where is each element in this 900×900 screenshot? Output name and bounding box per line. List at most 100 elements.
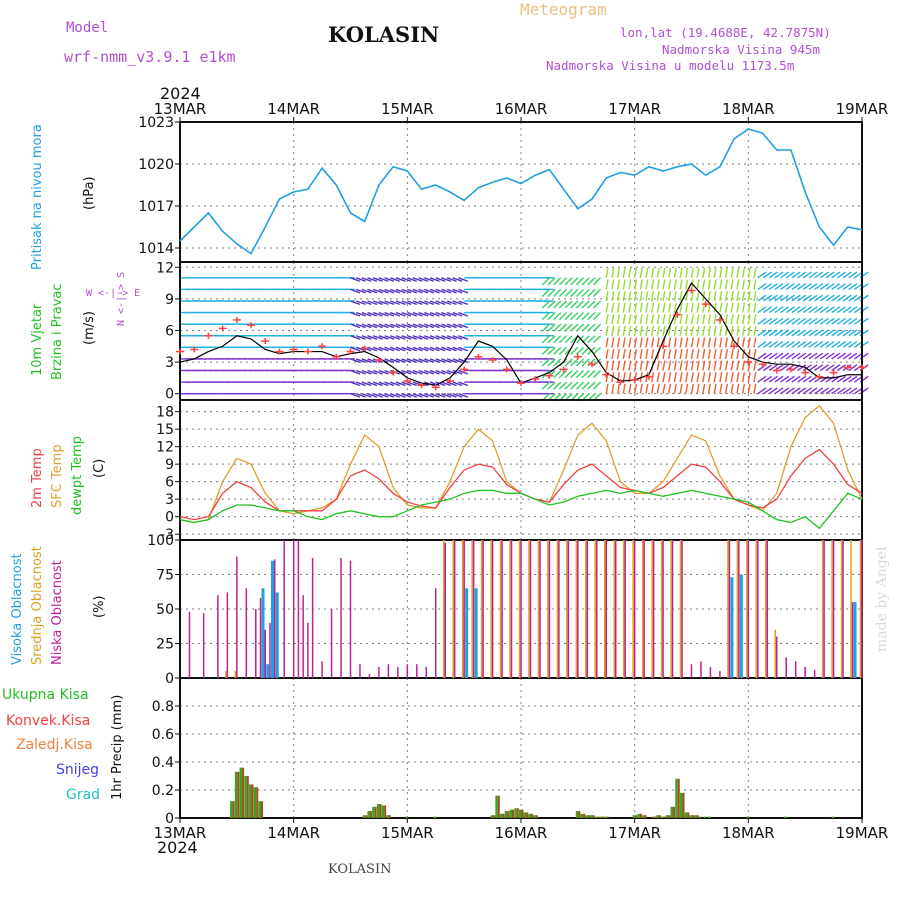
wind-arrow (819, 271, 829, 279)
wind-arrow (797, 352, 807, 360)
wind-arrow (390, 381, 400, 387)
wind-arrow (753, 302, 757, 313)
wind-arrow (458, 358, 469, 363)
wind-arrow (696, 279, 700, 290)
wind-arrow (424, 323, 435, 329)
wind-arrow (741, 383, 746, 394)
wind-arrow (791, 352, 801, 360)
total-precip-bar (239, 767, 243, 818)
conv-precip-bar (379, 804, 382, 818)
conv-precip-bar (644, 815, 647, 818)
wind-arrow (570, 300, 579, 309)
wind-arrow (412, 358, 423, 363)
total-precip-bar (708, 816, 711, 818)
conv-precip-bar (602, 816, 605, 818)
wind-arrow (429, 369, 440, 375)
wind-arrow (350, 346, 361, 352)
wind-arrow (605, 348, 609, 360)
wind-arrow (774, 294, 784, 302)
x-tick-label-top: 13MAR (154, 100, 207, 118)
wind-arrow (401, 358, 412, 363)
wind-arrow (633, 337, 638, 348)
wind-arrow (395, 311, 406, 317)
x-tick-label-top: 15MAR (381, 100, 434, 118)
wind-arrow (435, 300, 446, 306)
wind-arrow (808, 341, 818, 348)
wind-arrow (645, 314, 649, 325)
wind-arrow (719, 267, 723, 278)
wind-arrow (558, 323, 567, 332)
conv-precip-bar (374, 806, 377, 818)
wind-arrow (424, 277, 435, 282)
total-precip-bar (509, 809, 513, 818)
wind-arrow (446, 346, 457, 352)
wind-arrow (390, 393, 400, 398)
total-precip-bar (637, 813, 640, 818)
wind-arrow (350, 288, 361, 294)
wind-arrow (395, 393, 406, 398)
wind-arrow (435, 393, 446, 398)
wind-arrow (378, 335, 389, 340)
wind-arrow (395, 335, 406, 340)
wind-arrow (367, 323, 378, 329)
total-precip-bar (386, 815, 389, 818)
wind-arrow (713, 267, 717, 278)
wind-arrow (747, 279, 751, 290)
wind-arrow (452, 277, 463, 282)
total-precip-bar (656, 815, 659, 818)
wind-arrow (747, 267, 751, 278)
wind-arrow (685, 337, 689, 348)
wind-arrow (611, 291, 615, 302)
total-precip-bar (665, 815, 669, 818)
wind-arrow (736, 314, 740, 325)
precip-snow-label: Snijeg (56, 762, 100, 778)
wind-arrow (390, 346, 400, 352)
wind-arrow (814, 283, 824, 290)
wind-arrow (763, 364, 773, 372)
conv-precip-bar (237, 771, 240, 818)
y-tick-label: 0 (165, 387, 174, 403)
wind-arrow (435, 277, 446, 282)
wind-arrow (593, 277, 602, 286)
wind-arrow (587, 288, 596, 297)
conv-precip-bar (682, 792, 685, 818)
wind-arrow (763, 306, 773, 314)
wind-arrow (429, 277, 440, 282)
wind-arrow (690, 302, 694, 313)
wind-arrow (825, 317, 835, 325)
wind-arrow (435, 369, 446, 375)
wind-arrow (768, 387, 778, 395)
wind-arrow (355, 335, 366, 340)
wind-arrow (842, 294, 852, 302)
wind-arrow (656, 314, 660, 325)
wind-arrow (747, 372, 751, 383)
wind-arrow (780, 375, 790, 383)
wind-arrow (814, 352, 824, 360)
wind-arrow (639, 325, 643, 336)
wind-arrow (441, 381, 452, 387)
wind-arrow (587, 300, 596, 309)
wind-arrow (441, 393, 452, 398)
wind-arrow (367, 358, 378, 363)
wind-arrow (355, 381, 366, 387)
wind-arrow (848, 341, 858, 348)
wind-arrow (690, 372, 694, 383)
wind-arrow (808, 329, 818, 337)
wind-arrow (736, 348, 740, 360)
wind-arrow (791, 341, 801, 348)
wind-arrow (547, 312, 556, 321)
wind-arrow (797, 341, 807, 348)
wind-arrow (611, 348, 615, 360)
wind-arrow (668, 360, 672, 371)
wind-arrow (611, 337, 615, 348)
wind-arrow (355, 311, 366, 317)
wind-arrow (605, 360, 609, 371)
wind-arrow (814, 387, 824, 395)
conv-precip-bar (232, 801, 235, 818)
conv-precip-bar (502, 813, 505, 818)
wind-arrow (384, 346, 395, 352)
wind-arrow (628, 360, 632, 371)
total-precip-bar (253, 787, 257, 818)
wind-arrow (435, 358, 446, 363)
y-tick-label: 50 (156, 602, 174, 618)
